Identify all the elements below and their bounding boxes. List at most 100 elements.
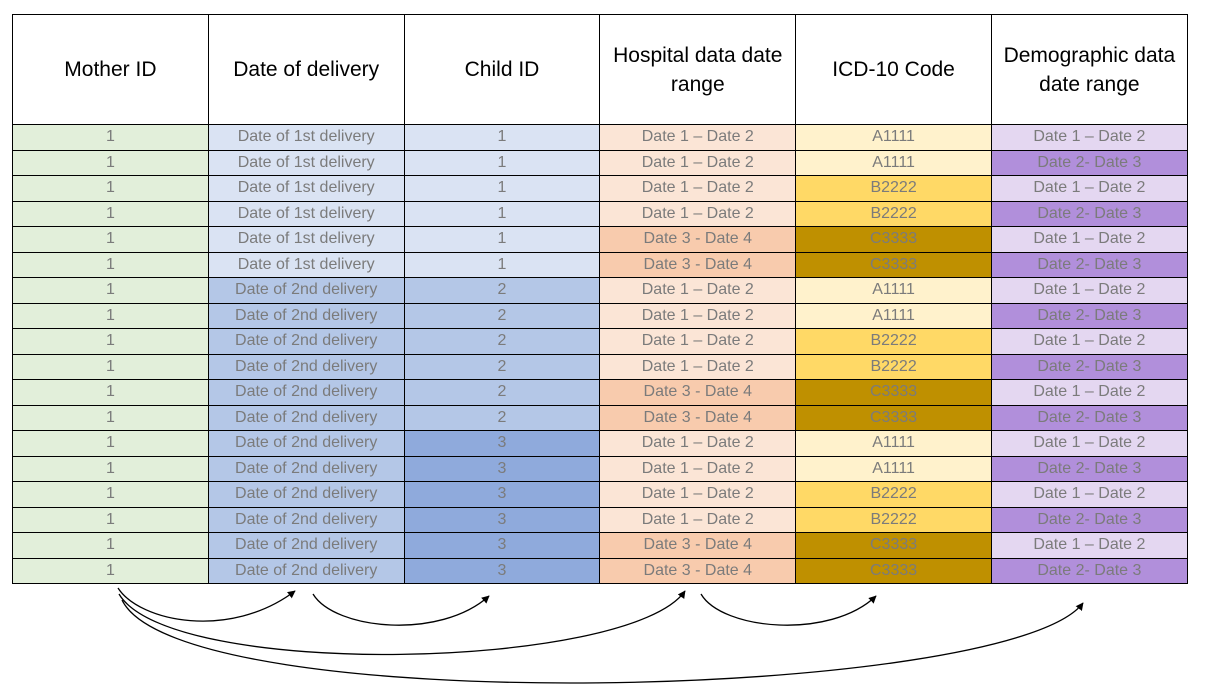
cell-icd10-code: C3333 bbox=[795, 532, 992, 559]
cell-icd10-code: C3333 bbox=[795, 226, 992, 253]
cell-mother-id: 1 bbox=[12, 532, 209, 559]
cell-hospital-date-range: Date 1 – Date 2 bbox=[599, 481, 797, 508]
cell-demographic-date-range: Date 2- Date 3 bbox=[990, 149, 1188, 176]
cell-hospital-date-range: Date 3 - Date 4 bbox=[599, 379, 797, 406]
cell-hospital-date-range: Date 1 – Date 2 bbox=[599, 200, 797, 227]
table-row: 1 Date of 2nd delivery 3 Date 1 – Date 2 A11… bbox=[12, 430, 1188, 457]
cell-mother-id: 1 bbox=[12, 226, 209, 253]
cell-icd10-code: A1111 bbox=[795, 455, 992, 482]
cell-date-of-delivery: Date of 2nd delivery bbox=[207, 430, 405, 457]
cell-date-of-delivery: Date of 2nd delivery bbox=[207, 379, 405, 406]
cell-demographic-date-range: Date 2- Date 3 bbox=[990, 557, 1188, 584]
table-body: 1 Date of 1st delivery 1 Date 1 – Date 2 A11… bbox=[12, 124, 1188, 584]
cell-hospital-date-range: Date 1 – Date 2 bbox=[599, 455, 797, 482]
cell-hospital-date-range: Date 1 – Date 2 bbox=[599, 328, 797, 355]
cell-date-of-delivery: Date of 2nd delivery bbox=[207, 557, 405, 584]
cell-child-id: 1 bbox=[403, 175, 601, 202]
table-row: 1 Date of 2nd delivery 2 Date 1 – Date 2 B22… bbox=[12, 353, 1188, 380]
cell-hospital-date-range: Date 1 – Date 2 bbox=[599, 149, 797, 176]
cell-mother-id: 1 bbox=[12, 481, 209, 508]
cell-demographic-date-range: Date 1 – Date 2 bbox=[990, 277, 1188, 304]
arrow-mother-to-delivery bbox=[117, 587, 296, 622]
cell-date-of-delivery: Date of 2nd delivery bbox=[207, 532, 405, 559]
cell-hospital-date-range: Date 1 – Date 2 bbox=[599, 353, 797, 380]
cell-child-id: 2 bbox=[403, 404, 601, 431]
cell-demographic-date-range: Date 2- Date 3 bbox=[990, 455, 1188, 482]
cell-mother-id: 1 bbox=[12, 175, 209, 202]
cell-demographic-date-range: Date 1 – Date 2 bbox=[990, 124, 1188, 151]
cell-hospital-date-range: Date 1 – Date 2 bbox=[599, 506, 797, 533]
cell-icd10-code: C3333 bbox=[795, 251, 992, 278]
cell-hospital-date-range: Date 3 - Date 4 bbox=[599, 404, 797, 431]
cell-child-id: 3 bbox=[403, 506, 601, 533]
header-row: Mother ID Date of delivery Child ID Hosp… bbox=[12, 14, 1188, 125]
cell-mother-id: 1 bbox=[12, 430, 209, 457]
cell-child-id: 2 bbox=[403, 302, 601, 329]
table-row: 1 Date of 1st delivery 1 Date 1 – Date 2 A11… bbox=[12, 124, 1188, 151]
cell-demographic-date-range: Date 2- Date 3 bbox=[990, 302, 1188, 329]
header-child-id: Child ID bbox=[403, 14, 601, 125]
table-row: 1 Date of 2nd delivery 2 Date 3 - Date 4 C33… bbox=[12, 379, 1188, 406]
cell-mother-id: 1 bbox=[12, 353, 209, 380]
cell-date-of-delivery: Date of 1st delivery bbox=[207, 200, 405, 227]
cell-mother-id: 1 bbox=[12, 251, 209, 278]
cell-hospital-date-range: Date 1 – Date 2 bbox=[599, 430, 797, 457]
cell-hospital-date-range: Date 3 - Date 4 bbox=[599, 251, 797, 278]
cell-date-of-delivery: Date of 1st delivery bbox=[207, 124, 405, 151]
table-row: 1 Date of 1st delivery 1 Date 3 - Date 4 C33… bbox=[12, 226, 1188, 253]
cell-demographic-date-range: Date 1 – Date 2 bbox=[990, 175, 1188, 202]
cell-date-of-delivery: Date of 2nd delivery bbox=[207, 353, 405, 380]
cell-icd10-code: C3333 bbox=[795, 557, 992, 584]
linkage-table: Mother ID Date of delivery Child ID Hosp… bbox=[12, 14, 1188, 584]
cell-mother-id: 1 bbox=[12, 404, 209, 431]
cell-icd10-code: B2222 bbox=[795, 506, 992, 533]
cell-child-id: 3 bbox=[403, 430, 601, 457]
cell-demographic-date-range: Date 2- Date 3 bbox=[990, 404, 1188, 431]
cell-child-id: 1 bbox=[403, 200, 601, 227]
header-icd10-code: ICD-10 Code bbox=[795, 14, 992, 125]
table-row: 1 Date of 1st delivery 1 Date 3 - Date 4 C33… bbox=[12, 251, 1188, 278]
cell-child-id: 2 bbox=[403, 353, 601, 380]
table-row: 1 Date of 2nd delivery 2 Date 1 – Date 2 B22… bbox=[12, 328, 1188, 355]
cell-demographic-date-range: Date 1 – Date 2 bbox=[990, 226, 1188, 253]
cell-child-id: 2 bbox=[403, 277, 601, 304]
cell-demographic-date-range: Date 1 – Date 2 bbox=[990, 481, 1188, 508]
cell-child-id: 1 bbox=[403, 226, 601, 253]
cell-hospital-date-range: Date 3 - Date 4 bbox=[599, 532, 797, 559]
cell-mother-id: 1 bbox=[12, 557, 209, 584]
cell-date-of-delivery: Date of 2nd delivery bbox=[207, 455, 405, 482]
cell-hospital-date-range: Date 3 - Date 4 bbox=[599, 226, 797, 253]
cell-demographic-date-range: Date 1 – Date 2 bbox=[990, 328, 1188, 355]
table-row: 1 Date of 2nd delivery 2 Date 3 - Date 4 C33… bbox=[12, 404, 1188, 431]
arrow-hospital-to-icd bbox=[700, 593, 877, 626]
cell-demographic-date-range: Date 2- Date 3 bbox=[990, 200, 1188, 227]
table-row: 1 Date of 2nd delivery 3 Date 3 - Date 4 C33… bbox=[12, 532, 1188, 559]
cell-icd10-code: A1111 bbox=[795, 277, 992, 304]
cell-date-of-delivery: Date of 1st delivery bbox=[207, 175, 405, 202]
table-row: 1 Date of 2nd delivery 2 Date 1 – Date 2 A11… bbox=[12, 302, 1188, 329]
cell-icd10-code: B2222 bbox=[795, 328, 992, 355]
table-row: 1 Date of 1st delivery 1 Date 1 – Date 2 B22… bbox=[12, 175, 1188, 202]
cell-mother-id: 1 bbox=[12, 277, 209, 304]
cell-child-id: 3 bbox=[403, 557, 601, 584]
cell-date-of-delivery: Date of 2nd delivery bbox=[207, 404, 405, 431]
arrow-mother-to-demographic bbox=[121, 599, 1084, 684]
cell-date-of-delivery: Date of 1st delivery bbox=[207, 226, 405, 253]
cell-icd10-code: A1111 bbox=[795, 124, 992, 151]
cell-hospital-date-range: Date 1 – Date 2 bbox=[599, 124, 797, 151]
table-row: 1 Date of 2nd delivery 2 Date 1 – Date 2 A11… bbox=[12, 277, 1188, 304]
cell-icd10-code: C3333 bbox=[795, 404, 992, 431]
cell-icd10-code: A1111 bbox=[795, 149, 992, 176]
cell-child-id: 2 bbox=[403, 379, 601, 406]
cell-date-of-delivery: Date of 2nd delivery bbox=[207, 302, 405, 329]
table-row: 1 Date of 2nd delivery 3 Date 1 – Date 2 B22… bbox=[12, 481, 1188, 508]
cell-date-of-delivery: Date of 2nd delivery bbox=[207, 277, 405, 304]
cell-hospital-date-range: Date 3 - Date 4 bbox=[599, 557, 797, 584]
cell-child-id: 1 bbox=[403, 251, 601, 278]
cell-child-id: 2 bbox=[403, 328, 601, 355]
arrow-delivery-to-child bbox=[312, 593, 490, 626]
cell-icd10-code: B2222 bbox=[795, 200, 992, 227]
table-row: 1 Date of 2nd delivery 3 Date 3 - Date 4 C33… bbox=[12, 557, 1188, 584]
arrow-mother-to-hospital bbox=[118, 590, 686, 656]
header-hospital-date-range: Hospital data date range bbox=[599, 14, 797, 125]
